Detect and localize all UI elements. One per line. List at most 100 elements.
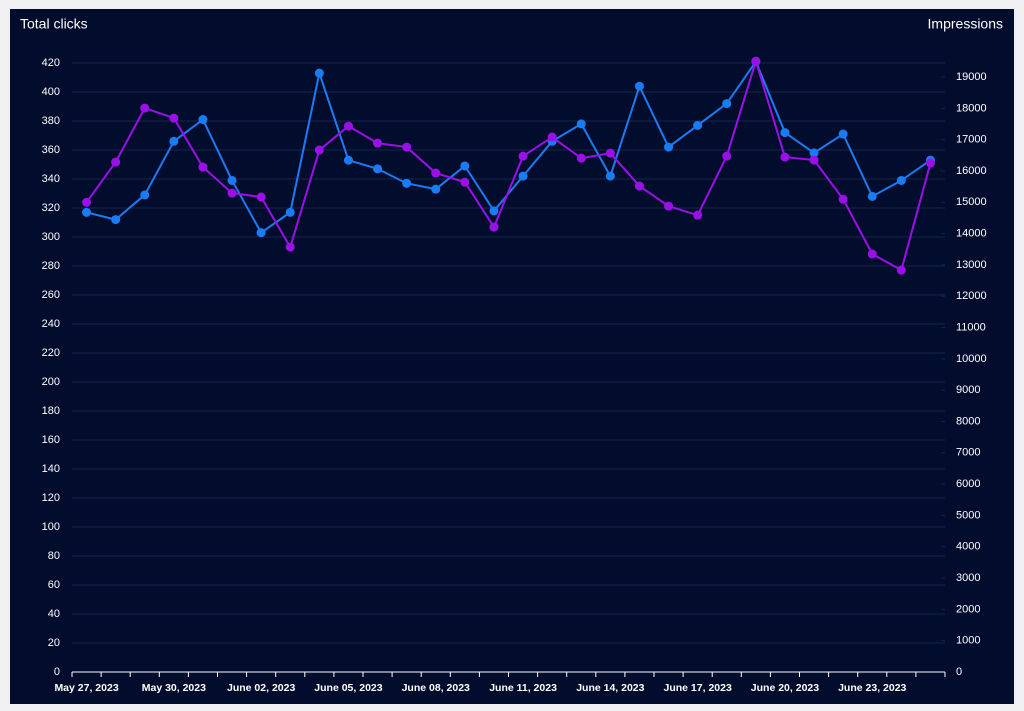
point: [634, 81, 644, 91]
x-tick-label: June 17, 2023: [664, 682, 732, 694]
x-tick-label: June 02, 2023: [227, 682, 295, 694]
point: [169, 136, 179, 146]
y-tick-label: 220: [42, 347, 60, 359]
point: [605, 148, 615, 158]
point: [198, 115, 208, 125]
point: [925, 158, 935, 168]
point: [518, 171, 528, 181]
y2-tick-label: 10000: [956, 353, 987, 365]
point: [227, 175, 237, 185]
y-tick-label: 260: [42, 289, 60, 301]
y2-tick-label: 11000: [956, 321, 986, 333]
y-tick-label: 380: [42, 115, 60, 127]
point: [314, 145, 324, 155]
point: [402, 178, 412, 188]
y-tick-label: 140: [42, 463, 60, 475]
point: [780, 128, 790, 138]
x-tick-label: June 05, 2023: [314, 682, 382, 694]
y-tick-label: 0: [54, 666, 60, 678]
point: [576, 119, 586, 129]
x-tick-label: June 11, 2023: [489, 682, 557, 694]
y2-tick-label: 15000: [956, 196, 987, 208]
y-tick-label: 20: [48, 637, 60, 649]
y-tick-label: 80: [48, 550, 60, 562]
x-tick-label: June 20, 2023: [751, 682, 819, 694]
x-tick-label: June 14, 2023: [576, 682, 644, 694]
point: [140, 190, 150, 200]
y2-tick-label: 19000: [956, 71, 987, 83]
point: [373, 138, 383, 148]
point: [169, 113, 179, 123]
point: [722, 99, 732, 109]
y-tick-label: 240: [42, 318, 60, 330]
point: [343, 121, 353, 131]
y2-tick-label: 7000: [956, 447, 980, 459]
y-tick-label: 340: [42, 173, 60, 185]
point: [664, 201, 674, 211]
point: [256, 228, 266, 238]
point: [896, 175, 906, 185]
x-tick-label: June 08, 2023: [402, 682, 470, 694]
point: [460, 161, 470, 171]
point: [896, 265, 906, 275]
point: [285, 207, 295, 217]
y2-tick-label: 2000: [956, 603, 980, 615]
point: [489, 222, 499, 232]
y-tick-label: 360: [42, 144, 60, 156]
point: [634, 181, 644, 191]
point: [460, 177, 470, 187]
point: [518, 151, 528, 161]
y-tick-label: 60: [48, 579, 60, 591]
y-tick-label: 300: [42, 231, 60, 243]
y-tick-label: 100: [42, 521, 60, 533]
y2-tick-label: 9000: [956, 384, 980, 396]
point: [314, 68, 324, 78]
y-tick-label: 320: [42, 202, 60, 214]
y2-tick-label: 6000: [956, 478, 980, 490]
point: [227, 188, 237, 198]
y2-tick-label: 16000: [956, 165, 987, 177]
point: [431, 184, 441, 194]
point: [867, 249, 877, 259]
point: [809, 155, 819, 165]
point: [605, 171, 615, 181]
point: [547, 132, 557, 142]
y2-tick-label: 5000: [956, 509, 980, 521]
point: [111, 215, 121, 225]
point: [576, 153, 586, 163]
y-tick-label: 200: [42, 376, 60, 388]
point: [751, 56, 761, 66]
point: [693, 210, 703, 220]
y2-tick-label: 0: [956, 666, 962, 678]
y2-tick-label: 8000: [956, 415, 980, 427]
y2-tick-label: 13000: [956, 259, 987, 271]
y-tick-label: 420: [42, 57, 60, 69]
y2-tick-label: 1000: [956, 635, 980, 647]
point: [664, 142, 674, 152]
point: [431, 168, 441, 178]
y-tick-label: 280: [42, 260, 60, 272]
y-tick-label: 40: [48, 608, 60, 620]
y-axis-title: Total clicks: [20, 16, 88, 32]
point: [111, 157, 121, 167]
point: [343, 155, 353, 165]
y2-tick-label: 3000: [956, 572, 980, 584]
y2-tick-label: 18000: [956, 102, 987, 114]
y-tick-label: 120: [42, 492, 60, 504]
point: [489, 206, 499, 216]
y2-tick-label: 4000: [956, 541, 980, 553]
y-tick-label: 400: [42, 86, 60, 98]
point: [809, 148, 819, 158]
y-tick-label: 160: [42, 434, 60, 446]
point: [693, 120, 703, 130]
point: [867, 191, 877, 201]
point: [140, 103, 150, 113]
point: [838, 194, 848, 204]
point: [722, 151, 732, 161]
y2-axis-title: Impressions: [928, 16, 1003, 32]
y2-tick-label: 12000: [956, 290, 987, 302]
y2-tick-label: 14000: [956, 228, 987, 240]
x-tick-label: May 30, 2023: [142, 682, 206, 694]
y2-tick-label: 17000: [956, 134, 987, 146]
